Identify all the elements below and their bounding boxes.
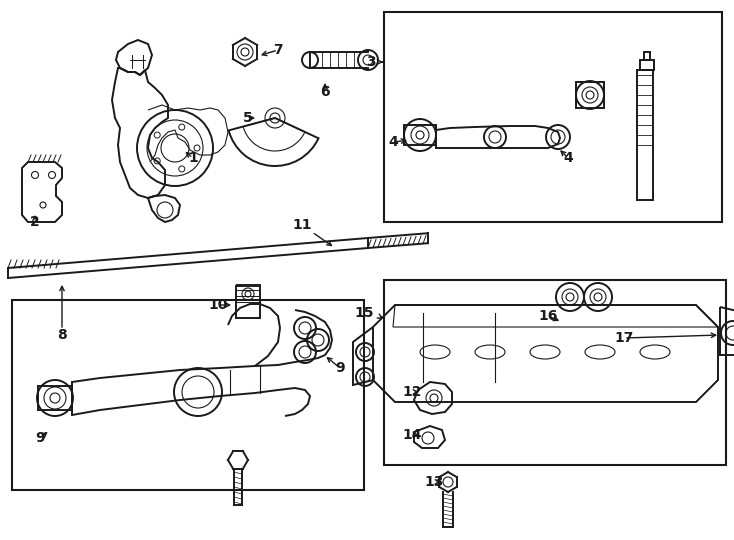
Text: 9: 9 (335, 361, 345, 375)
Text: 11: 11 (292, 218, 312, 232)
Text: 17: 17 (614, 331, 633, 345)
Text: 4: 4 (563, 151, 573, 165)
Bar (384, 280, 726, 465)
Text: 2: 2 (30, 215, 40, 229)
Text: 15: 15 (355, 306, 374, 320)
Text: 10: 10 (208, 298, 228, 312)
Bar (640, 60, 654, 70)
Text: 1: 1 (188, 151, 198, 165)
Text: 3: 3 (366, 55, 376, 69)
Bar (384, 12, 722, 222)
Bar (38, 386, 72, 410)
Text: 14: 14 (402, 428, 422, 442)
Text: 9: 9 (35, 431, 45, 445)
Text: 16: 16 (538, 309, 558, 323)
Text: 6: 6 (320, 85, 330, 99)
Bar (637, 70, 653, 200)
Bar (644, 52, 650, 60)
Bar (236, 286, 260, 318)
Bar (576, 82, 604, 108)
Bar (12, 300, 364, 490)
Text: 12: 12 (402, 385, 422, 399)
Text: 8: 8 (57, 328, 67, 342)
Text: 7: 7 (273, 43, 283, 57)
Bar (404, 125, 436, 145)
Text: 5: 5 (243, 111, 253, 125)
Text: 4: 4 (388, 135, 398, 149)
Text: 13: 13 (424, 475, 443, 489)
